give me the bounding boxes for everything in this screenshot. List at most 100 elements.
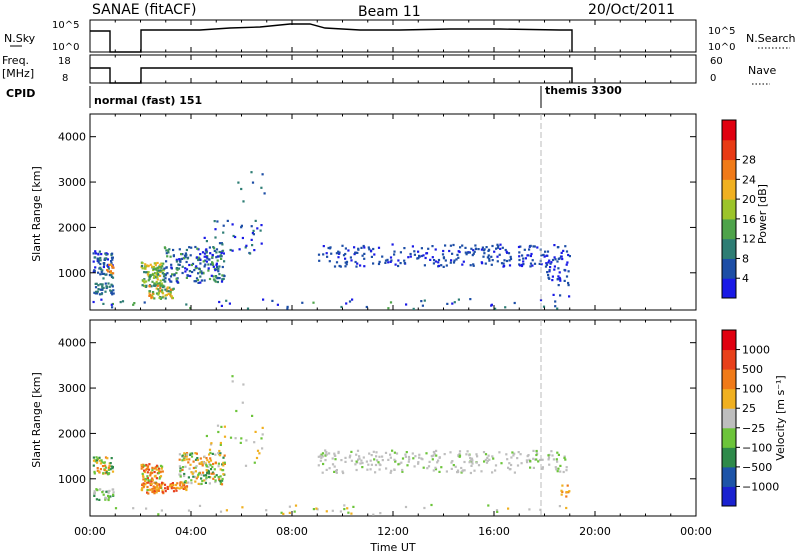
backscatter-cell: [157, 489, 160, 492]
backscatter-cell: [165, 266, 168, 269]
backscatter-cell: [151, 280, 154, 283]
backscatter-cell: [405, 303, 408, 306]
backscatter-cell: [159, 274, 162, 277]
backscatter-cell: [112, 266, 115, 269]
backscatter-cell: [161, 481, 164, 484]
backscatter-cell: [189, 452, 192, 455]
backscatter-cell: [507, 466, 510, 469]
backscatter-cell: [475, 247, 478, 251]
backscatter-cell: [552, 293, 555, 296]
backscatter-cell: [202, 272, 205, 275]
backscatter-cell: [179, 470, 182, 473]
backscatter-cell: [185, 486, 188, 489]
backscatter-cell: [363, 265, 366, 268]
backscatter-cell: [162, 482, 165, 485]
backscatter-cell: [528, 458, 531, 461]
backscatter-cell: [181, 455, 184, 458]
backscatter-cell: [434, 248, 437, 251]
backscatter-cell: [210, 472, 213, 475]
backscatter-cell: [154, 284, 157, 287]
backscatter-cell: [143, 464, 146, 467]
backscatter-cell: [190, 482, 193, 485]
backscatter-cell: [175, 489, 178, 492]
backscatter-cell: [423, 264, 426, 267]
backscatter-cell: [154, 268, 157, 271]
backscatter-cell: [146, 491, 149, 494]
backscatter-cell: [240, 187, 243, 191]
backscatter-cell: [463, 460, 466, 464]
backscatter-cell: [357, 247, 360, 250]
backscatter-cell: [255, 456, 259, 460]
backscatter-cell: [157, 273, 160, 276]
velocity-ylabel: Slant Range [km]: [30, 372, 43, 468]
backscatter-cell: [146, 477, 149, 480]
backscatter-cell: [457, 256, 460, 259]
backscatter-cell: [465, 453, 468, 456]
backscatter-cell: [282, 512, 285, 515]
backscatter-cell: [111, 293, 114, 296]
backscatter-cell: [561, 257, 564, 261]
backscatter-cell: [164, 280, 167, 283]
backscatter-cell: [101, 288, 104, 291]
backscatter-cell: [349, 454, 352, 457]
backscatter-cell: [94, 286, 98, 289]
backscatter-cell: [513, 301, 516, 305]
backscatter-cell: [373, 253, 376, 256]
backscatter-cell: [547, 273, 550, 277]
backscatter-cell: [458, 450, 462, 453]
backscatter-cell: [214, 269, 217, 272]
backscatter-cell: [110, 253, 113, 257]
backscatter-cell: [198, 267, 201, 270]
backscatter-cell: [104, 496, 107, 499]
backscatter-cell: [358, 457, 361, 460]
backscatter-cell: [488, 259, 491, 262]
backscatter-cell: [555, 468, 558, 471]
backscatter-cell: [99, 259, 102, 262]
backscatter-cell: [477, 464, 481, 467]
backscatter-cell: [217, 430, 220, 434]
backscatter-cell: [370, 249, 373, 252]
backscatter-cell: [159, 285, 162, 288]
colorbar-swatch: [722, 369, 736, 390]
backscatter-cell: [94, 292, 97, 295]
backscatter-cell: [195, 265, 198, 268]
backscatter-cell: [151, 294, 154, 297]
backscatter-cell: [409, 252, 412, 256]
backscatter-cell: [160, 486, 163, 489]
backscatter-cell: [454, 465, 457, 468]
backscatter-cell: [361, 466, 364, 469]
backscatter-cell: [112, 289, 115, 292]
backscatter-cell: [242, 200, 245, 203]
backscatter-cell: [107, 270, 110, 273]
backscatter-cell: [286, 307, 289, 310]
backscatter-cell: [361, 254, 364, 257]
backscatter-cell: [418, 453, 421, 456]
backscatter-cell: [556, 260, 559, 263]
backscatter-cell: [544, 250, 547, 253]
backscatter-cell: [496, 510, 499, 513]
nsky-label: N.Sky: [4, 32, 36, 45]
backscatter-cell: [390, 469, 393, 472]
backscatter-cell: [351, 298, 354, 301]
backscatter-cell: [102, 265, 105, 269]
backscatter-cell: [151, 471, 154, 475]
backscatter-cell: [210, 263, 213, 266]
backscatter-cell: [261, 173, 264, 176]
backscatter-cell: [338, 251, 341, 254]
backscatter-cell: [472, 263, 475, 266]
backscatter-cell: [203, 252, 207, 255]
backscatter-cell: [143, 281, 146, 284]
backscatter-cell: [365, 460, 368, 463]
backscatter-cell: [194, 466, 197, 469]
backscatter-cell: [559, 470, 562, 473]
power-data-region: [92, 171, 571, 310]
backscatter-cell: [151, 273, 154, 276]
backscatter-cell: [194, 470, 197, 473]
backscatter-cell: [157, 469, 161, 472]
backscatter-cell: [106, 490, 109, 493]
backscatter-cell: [218, 449, 221, 453]
backscatter-cell: [133, 302, 136, 305]
backscatter-cell: [438, 470, 441, 473]
backscatter-cell: [202, 260, 205, 263]
backscatter-cell: [98, 250, 101, 253]
